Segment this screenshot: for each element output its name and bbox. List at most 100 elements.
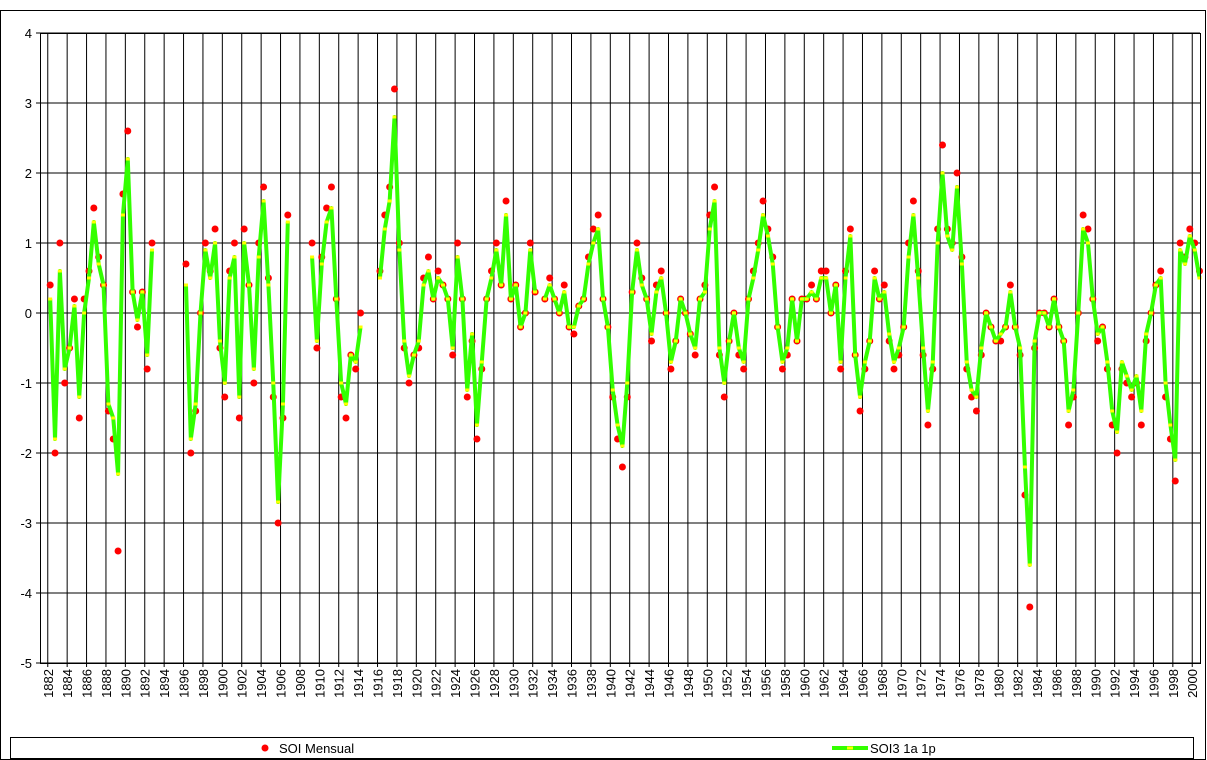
axes: -5 -4 -3 -2 -1 0 1 2 3 4 1882 1884 1886 1888 1890 1892 1… (20, 26, 1200, 698)
line-marker (101, 283, 106, 287)
line-marker (795, 339, 800, 343)
scatter-point (846, 225, 854, 233)
scatter-point (70, 295, 78, 303)
scatter-point (1176, 239, 1184, 247)
x-tick-label: 1952 (720, 669, 735, 698)
scatter-point (182, 260, 190, 268)
line-marker (271, 381, 276, 385)
scatter-point (759, 197, 767, 205)
line-marker (969, 388, 974, 392)
legend-label: SOI3 1a 1p (870, 741, 936, 756)
line-marker (460, 297, 465, 301)
y-tick-label: 2 (25, 166, 32, 181)
x-tick-label: 1940 (603, 669, 618, 698)
line-marker (135, 318, 140, 322)
scatter-point (235, 414, 243, 422)
x-tick-label: 1992 (1108, 669, 1123, 698)
line-marker (217, 339, 222, 343)
line-marker (183, 283, 188, 287)
chart-frame (0, 10, 1206, 760)
line-marker (1003, 325, 1008, 329)
line-marker (1173, 458, 1178, 462)
scatter-point (1006, 281, 1014, 289)
line-marker (67, 346, 72, 350)
line-marker (1115, 430, 1120, 434)
line-marker (659, 276, 664, 280)
line-marker (552, 297, 557, 301)
x-tick-label: 1920 (409, 669, 424, 698)
line-marker (145, 353, 150, 357)
line-marker (746, 297, 751, 301)
line-marker (736, 346, 741, 350)
line-marker (1139, 409, 1144, 413)
line-marker (751, 276, 756, 280)
scatter-point (342, 414, 350, 422)
x-tick-label: 1960 (797, 669, 812, 698)
scatter-point (454, 239, 462, 247)
scatter-point (1171, 477, 1179, 485)
line-marker (445, 297, 450, 301)
scatter-point (1128, 393, 1136, 401)
x-tick-label: 1980 (991, 669, 1006, 698)
line-marker (940, 171, 945, 175)
line-marker (790, 297, 795, 301)
line-marker (591, 241, 596, 245)
scatter-point (778, 365, 786, 373)
line-marker (1076, 311, 1081, 315)
scatter-point (463, 393, 471, 401)
scatter-point (924, 421, 932, 429)
x-tick-label: 1924 (448, 669, 463, 698)
x-tick-label: 1968 (875, 669, 890, 698)
line-marker (877, 297, 882, 301)
x-tick-label: 1912 (332, 669, 347, 698)
line-marker (1119, 360, 1124, 364)
line-marker (324, 220, 329, 224)
line-marker (688, 332, 693, 336)
scatter-point (250, 379, 258, 387)
x-tick-label: 1970 (894, 669, 909, 698)
line-marker (489, 276, 494, 280)
scatter-point (230, 239, 238, 247)
line-marker (188, 437, 193, 441)
line-marker (77, 395, 82, 399)
y-tick-label: -1 (20, 376, 32, 391)
scatter-point (808, 281, 816, 289)
line-marker (193, 402, 198, 406)
scatter-point (211, 225, 219, 233)
legend-items: SOI Mensual SOI3 1a 1p (261, 741, 936, 756)
line-marker (280, 402, 285, 406)
scatter-point (61, 379, 69, 387)
x-tick-label: 1914 (351, 669, 366, 698)
line-marker (571, 325, 576, 329)
x-tick-label: 1984 (1030, 669, 1045, 698)
line-marker (1095, 332, 1100, 336)
line-marker (664, 311, 669, 315)
scatter-point (526, 239, 534, 247)
line-marker (1022, 465, 1027, 469)
line-marker (804, 297, 809, 301)
line-marker (508, 297, 513, 301)
line-marker (998, 332, 1003, 336)
line-marker (974, 395, 979, 399)
x-tick-label: 1916 (371, 669, 386, 698)
line-marker (1153, 283, 1158, 287)
scatter-point (1094, 337, 1102, 345)
line-marker (266, 283, 271, 287)
y-tick-label: -4 (20, 586, 32, 601)
line-marker (930, 360, 935, 364)
x-tick-label: 1900 (215, 669, 230, 698)
x-tick-label: 1886 (80, 669, 95, 698)
line-marker (421, 283, 426, 287)
line-marker (431, 297, 436, 301)
line-marker (440, 283, 445, 287)
line-marker (601, 297, 606, 301)
line-marker (222, 381, 227, 385)
line-marker (198, 311, 203, 315)
line-marker (678, 297, 683, 301)
legend-label: SOI Mensual (279, 741, 354, 756)
y-tick-label: 1 (25, 236, 32, 251)
line-marker (770, 262, 775, 266)
scatter-point (1113, 449, 1121, 457)
y-tick-label: -2 (20, 446, 32, 461)
x-tick-label: 1892 (138, 669, 153, 698)
